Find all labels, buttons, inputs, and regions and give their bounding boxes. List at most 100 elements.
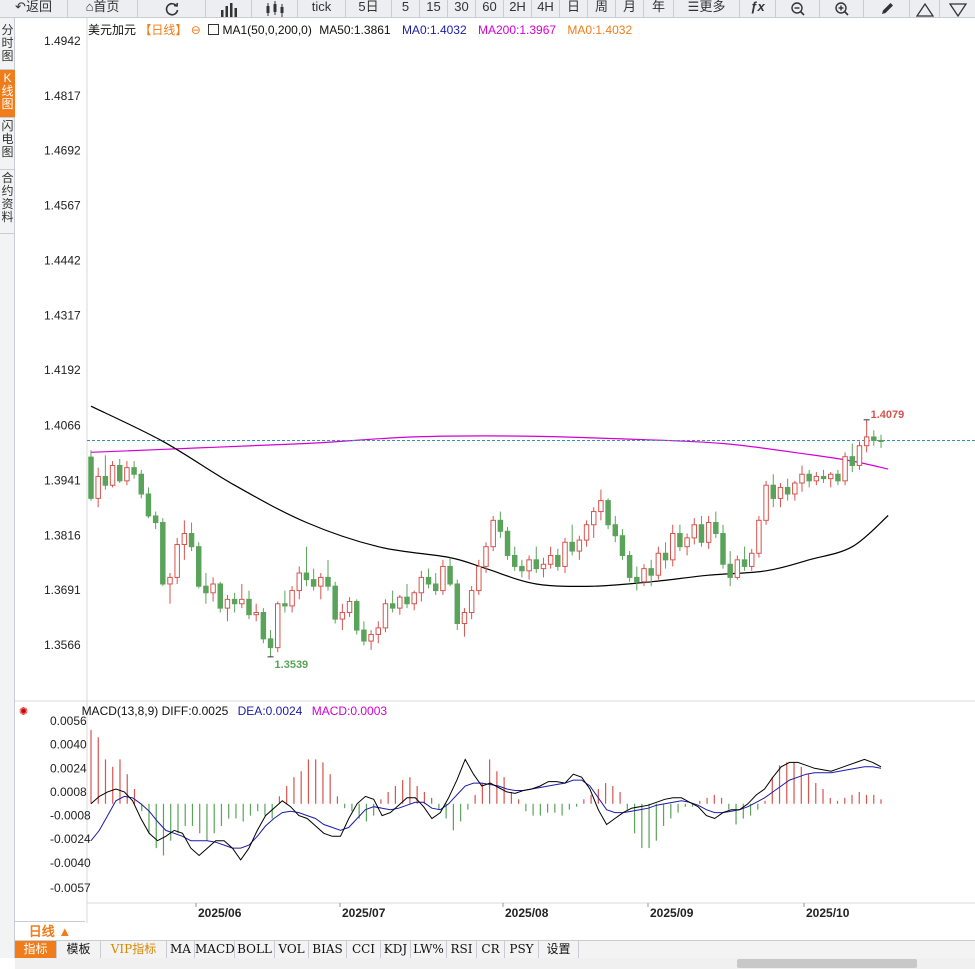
tab-boll[interactable]: BOLL: [235, 941, 275, 959]
candle-body: [777, 486, 784, 499]
candle-body: [224, 598, 231, 609]
candle-body: [720, 533, 726, 565]
side-tabs: 分时图 K线图 闪电图 合约资料: [0, 18, 15, 958]
tab-template[interactable]: 模板: [57, 941, 101, 959]
period-2h[interactable]: 2H: [504, 0, 532, 18]
candle-body: [167, 576, 173, 585]
candle-body: [404, 596, 410, 605]
period-4h[interactable]: 4H: [532, 0, 560, 18]
back-arrow-icon: ↶: [15, 0, 26, 14]
candle-body: [275, 603, 281, 649]
candle-body: [160, 522, 166, 585]
period-year[interactable]: 年: [644, 0, 674, 18]
price-tick-label: 1.4317: [44, 308, 81, 322]
zoom-out-button[interactable]: [776, 0, 820, 18]
tab-settings[interactable]: 设置: [539, 941, 579, 959]
tab-vip-indicator[interactable]: VIP指标: [101, 941, 167, 959]
draw-button[interactable]: [864, 0, 910, 18]
side-tab-timeshare[interactable]: 分时图: [0, 22, 15, 70]
tab-macd[interactable]: MACD: [195, 941, 235, 959]
side-tab-lightning[interactable]: 闪电图: [0, 118, 15, 170]
period-15min[interactable]: 15: [420, 0, 448, 18]
tab-indicator[interactable]: 指标: [15, 941, 57, 959]
tab-ma[interactable]: MA: [167, 941, 195, 959]
macd-legend-diff: DIFF:0.0025: [161, 704, 229, 718]
formula-fx-icon: ƒx: [750, 0, 765, 14]
tab-lw[interactable]: LW%: [411, 941, 447, 959]
price-tick-label: 1.4692: [44, 144, 81, 158]
formula-button[interactable]: ƒx: [740, 0, 776, 18]
legend-ma200: MA200:1.3967: [478, 23, 557, 37]
candle-body: [196, 546, 202, 587]
side-tab-kline[interactable]: K线图: [0, 70, 15, 118]
horizontal-scrollbar[interactable]: [15, 958, 975, 969]
candle-body: [749, 552, 755, 567]
triangle-up-button[interactable]: [910, 0, 940, 18]
macd-diff-line: [90, 758, 882, 861]
high-annotation: 1.4079: [871, 409, 905, 421]
candle-body: [741, 559, 748, 567]
tab-kdj[interactable]: KDJ: [381, 941, 411, 959]
price-tick-label: 1.4066: [44, 419, 81, 433]
candle-body: [569, 541, 575, 552]
chart-canvas[interactable]: 1.4942 1.4817 1.4692 1.4567 1.4442 1.4317 1.41…: [15, 18, 975, 923]
tab-cci[interactable]: CCI: [347, 941, 381, 959]
candle-body: [95, 475, 101, 499]
candlestick-button[interactable]: [252, 0, 298, 18]
candle-body: [792, 482, 798, 495]
macd-tick-label: -0.0024: [50, 832, 91, 846]
candle-body: [813, 475, 820, 482]
scrollbar-thumb[interactable]: [737, 959, 917, 968]
candle-body: [483, 546, 489, 567]
tab-rsi[interactable]: RSI: [447, 941, 477, 959]
home-button[interactable]: ⌂首页: [68, 0, 138, 18]
candle-body: [835, 473, 841, 482]
zoom-in-icon: [834, 2, 849, 16]
candle-body: [124, 467, 130, 482]
price-tick-label: 1.3816: [44, 528, 81, 542]
candle-body: [282, 603, 288, 607]
tab-psy[interactable]: PSY: [505, 941, 539, 959]
refresh-button[interactable]: [138, 0, 206, 18]
period-day[interactable]: 日: [560, 0, 588, 18]
settings-icon[interactable]: ⊖: [190, 23, 201, 37]
period-month[interactable]: 月: [616, 0, 644, 18]
candle-body: [684, 537, 690, 548]
candle-body: [117, 464, 123, 482]
more-button[interactable]: ☰更多: [674, 0, 740, 18]
tab-bias[interactable]: BIAS: [309, 941, 347, 959]
period-5min[interactable]: 5: [392, 0, 420, 18]
tab-cr[interactable]: CR: [477, 941, 505, 959]
price-tick-label: 1.4817: [44, 89, 81, 103]
candle-body: [540, 563, 547, 570]
candle-body: [411, 592, 417, 605]
candle-body: [662, 552, 669, 561]
candle-body: [375, 627, 381, 635]
back-button[interactable]: ↶返回: [0, 0, 68, 18]
candle-body: [425, 576, 432, 585]
candle-body: [533, 559, 539, 570]
period-30min[interactable]: 30: [448, 0, 476, 18]
period-selector[interactable]: 日线 ▲: [15, 921, 85, 940]
candle-body: [447, 565, 453, 585]
triangle-down-button[interactable]: [940, 0, 975, 18]
candle-body: [440, 565, 446, 592]
candle-body: [418, 576, 425, 594]
candle-body: [784, 486, 791, 495]
zoom-in-button[interactable]: [820, 0, 864, 18]
macd-legend-dea: DEA:0.0024: [237, 704, 303, 718]
ma50-line: [90, 405, 889, 588]
candle-body: [756, 519, 762, 554]
bar-chart-button[interactable]: [206, 0, 252, 18]
period-5day[interactable]: 5日: [346, 0, 392, 18]
price-tick-label: 1.4942: [44, 34, 81, 48]
candle-body: [612, 524, 618, 537]
side-tab-contract-info[interactable]: 合约资料: [0, 170, 15, 234]
macd-settings-icon[interactable]: ✺: [19, 706, 29, 718]
tab-vol[interactable]: VOL: [275, 941, 309, 959]
period-60min[interactable]: 60: [476, 0, 504, 18]
period-week[interactable]: 周: [588, 0, 616, 18]
candle-body: [246, 598, 252, 616]
candle-body: [239, 598, 245, 605]
tick-button[interactable]: tick: [298, 0, 346, 18]
